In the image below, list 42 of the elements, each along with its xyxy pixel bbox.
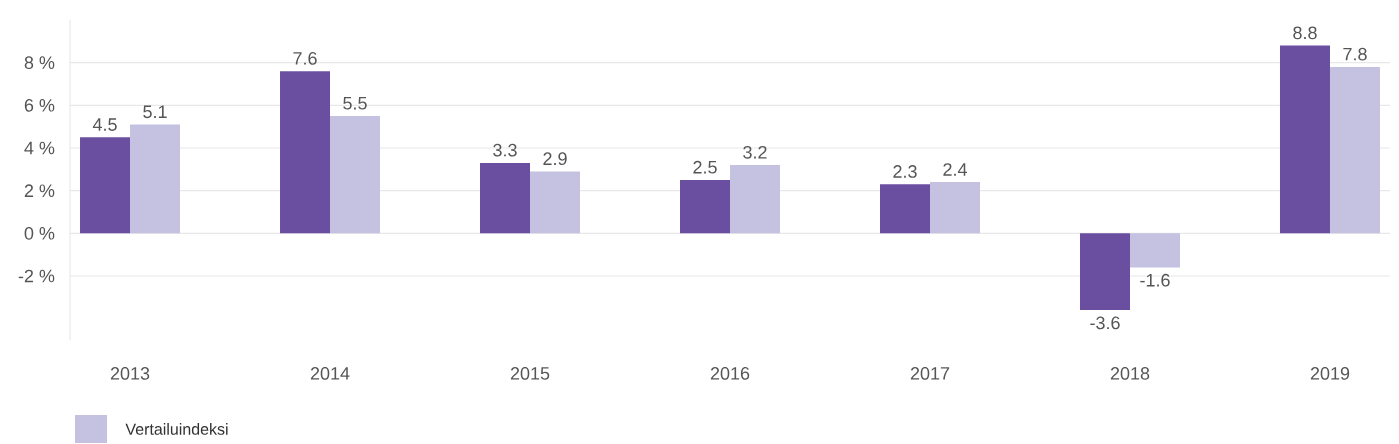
data-label: 8.8 [1293,26,1317,40]
data-label: 7.8 [1343,47,1367,61]
y-tick-label: 2 % [24,184,55,197]
x-tick-label: 2014 [310,367,350,380]
bar [530,171,581,234]
data-label: 5.5 [343,97,367,110]
y-tick-label: -2 % [18,269,55,283]
x-tick-label: 2018 [1110,367,1150,380]
bar [80,137,131,234]
data-label: 2.9 [543,152,567,166]
bar [1080,233,1130,311]
bar [130,124,181,234]
bar [1329,66,1380,234]
y-tick-label: 0 % [24,226,55,240]
x-tick-label: 2017 [910,367,950,380]
bar [930,182,980,234]
y-tick-label: 8 % [24,56,55,70]
data-label: 4.5 [92,118,117,131]
bar [480,162,531,234]
y-tick-label: 4 % [24,141,55,155]
bar [730,165,780,234]
data-label: 3.2 [743,145,767,159]
data-label: 2.3 [893,165,917,178]
data-label: -1.6 [1140,273,1170,287]
x-tick-label: 2013 [110,367,150,380]
data-label: 5.1 [143,105,167,119]
bar [280,71,331,234]
data-label: 2.4 [943,163,967,176]
x-tick-label: 2016 [710,367,750,380]
bar [330,115,381,234]
bar [1279,45,1330,234]
bar [680,179,730,234]
data-label: 3.3 [493,143,517,157]
y-tick-label: 6 % [24,98,55,112]
data-label: 2.5 [693,160,717,174]
x-tick-label: 2019 [1310,367,1350,380]
x-tick-label: 2015 [510,367,550,380]
legend-label: Vertailuindeksi [125,423,228,435]
bar [880,184,930,234]
bar [1130,233,1180,268]
data-label: 7.6 [293,52,317,65]
data-label: -3.6 [1090,316,1120,330]
